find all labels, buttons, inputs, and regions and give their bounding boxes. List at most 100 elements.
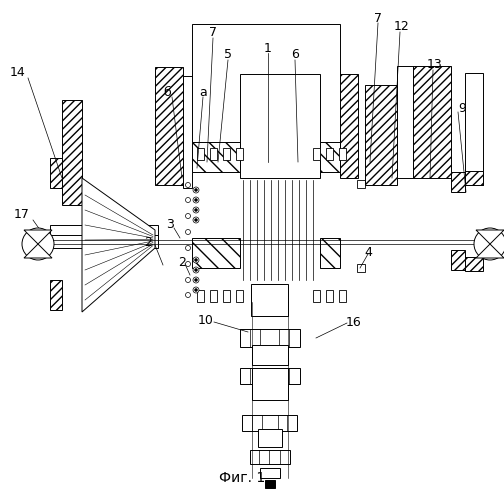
Circle shape <box>195 208 198 212</box>
Text: 13: 13 <box>427 58 443 71</box>
Circle shape <box>185 230 191 234</box>
Bar <box>357 180 365 188</box>
Bar <box>236 290 243 302</box>
Circle shape <box>195 268 198 272</box>
Bar <box>313 290 320 302</box>
Bar <box>451 250 465 270</box>
Polygon shape <box>24 230 52 244</box>
Bar <box>252 345 288 365</box>
Circle shape <box>185 214 191 218</box>
Text: 10: 10 <box>198 314 214 326</box>
Text: 12: 12 <box>394 20 410 34</box>
Text: 7: 7 <box>209 26 217 40</box>
Bar <box>183 76 192 188</box>
Text: 2: 2 <box>178 256 186 268</box>
Bar <box>50 280 62 310</box>
Bar <box>320 238 340 268</box>
Circle shape <box>195 288 198 292</box>
Text: 7: 7 <box>374 12 382 24</box>
Text: 9: 9 <box>458 102 466 114</box>
Circle shape <box>185 182 191 188</box>
Bar <box>340 74 358 178</box>
Bar <box>155 67 183 185</box>
Text: 17: 17 <box>14 208 30 222</box>
Circle shape <box>195 198 198 202</box>
Bar <box>50 158 62 188</box>
Bar <box>250 450 290 464</box>
Bar <box>320 142 340 172</box>
Bar <box>339 290 346 302</box>
Bar <box>251 284 288 316</box>
Bar <box>413 66 451 178</box>
Circle shape <box>185 198 191 202</box>
Circle shape <box>22 228 54 260</box>
Circle shape <box>185 292 191 298</box>
Bar <box>50 225 158 238</box>
Bar <box>251 287 288 302</box>
Bar <box>223 148 230 160</box>
Text: 2: 2 <box>144 236 152 248</box>
Bar <box>192 142 240 172</box>
Circle shape <box>474 228 504 260</box>
Text: б: б <box>163 86 171 98</box>
Bar <box>240 329 300 347</box>
Polygon shape <box>82 178 155 312</box>
Text: Фиг. 1: Фиг. 1 <box>219 471 265 485</box>
Bar <box>397 66 413 178</box>
Bar <box>260 468 280 478</box>
Circle shape <box>193 197 199 203</box>
Bar <box>265 480 275 488</box>
Circle shape <box>195 278 198 281</box>
Bar <box>242 415 297 431</box>
Bar <box>223 290 230 302</box>
Polygon shape <box>476 244 504 258</box>
Circle shape <box>185 278 191 282</box>
Bar <box>326 290 333 302</box>
Circle shape <box>195 218 198 222</box>
Bar <box>326 148 333 160</box>
Bar <box>465 171 483 185</box>
Bar <box>210 290 217 302</box>
Bar <box>313 148 320 160</box>
Text: 14: 14 <box>10 66 26 78</box>
Circle shape <box>193 257 199 263</box>
Bar <box>197 290 204 302</box>
Circle shape <box>193 267 199 273</box>
Text: 16: 16 <box>346 316 362 330</box>
Bar <box>365 85 397 185</box>
Bar <box>357 264 365 272</box>
Text: 4: 4 <box>364 246 372 258</box>
Bar <box>50 235 158 248</box>
Bar <box>339 148 346 160</box>
Bar <box>197 148 204 160</box>
Bar <box>240 368 300 384</box>
Bar <box>465 257 483 271</box>
Bar <box>210 148 217 160</box>
Bar <box>252 368 288 400</box>
Text: 3: 3 <box>166 218 174 232</box>
Circle shape <box>193 207 199 213</box>
Bar <box>192 24 340 162</box>
Bar <box>240 74 320 178</box>
Text: а: а <box>199 86 207 98</box>
Bar <box>236 148 243 160</box>
Circle shape <box>193 217 199 223</box>
Text: 1: 1 <box>264 42 272 54</box>
Circle shape <box>185 262 191 266</box>
Circle shape <box>193 287 199 293</box>
Polygon shape <box>476 230 504 244</box>
Circle shape <box>195 188 198 192</box>
Circle shape <box>193 187 199 193</box>
Bar <box>62 100 82 205</box>
Polygon shape <box>24 244 52 258</box>
Circle shape <box>185 246 191 250</box>
Bar <box>255 284 284 316</box>
Bar <box>192 238 240 268</box>
Circle shape <box>193 277 199 283</box>
Bar <box>465 73 483 185</box>
Bar <box>258 429 282 447</box>
Bar <box>451 172 465 192</box>
Circle shape <box>195 258 198 262</box>
Text: 6: 6 <box>291 48 299 62</box>
Text: 5: 5 <box>224 48 232 62</box>
